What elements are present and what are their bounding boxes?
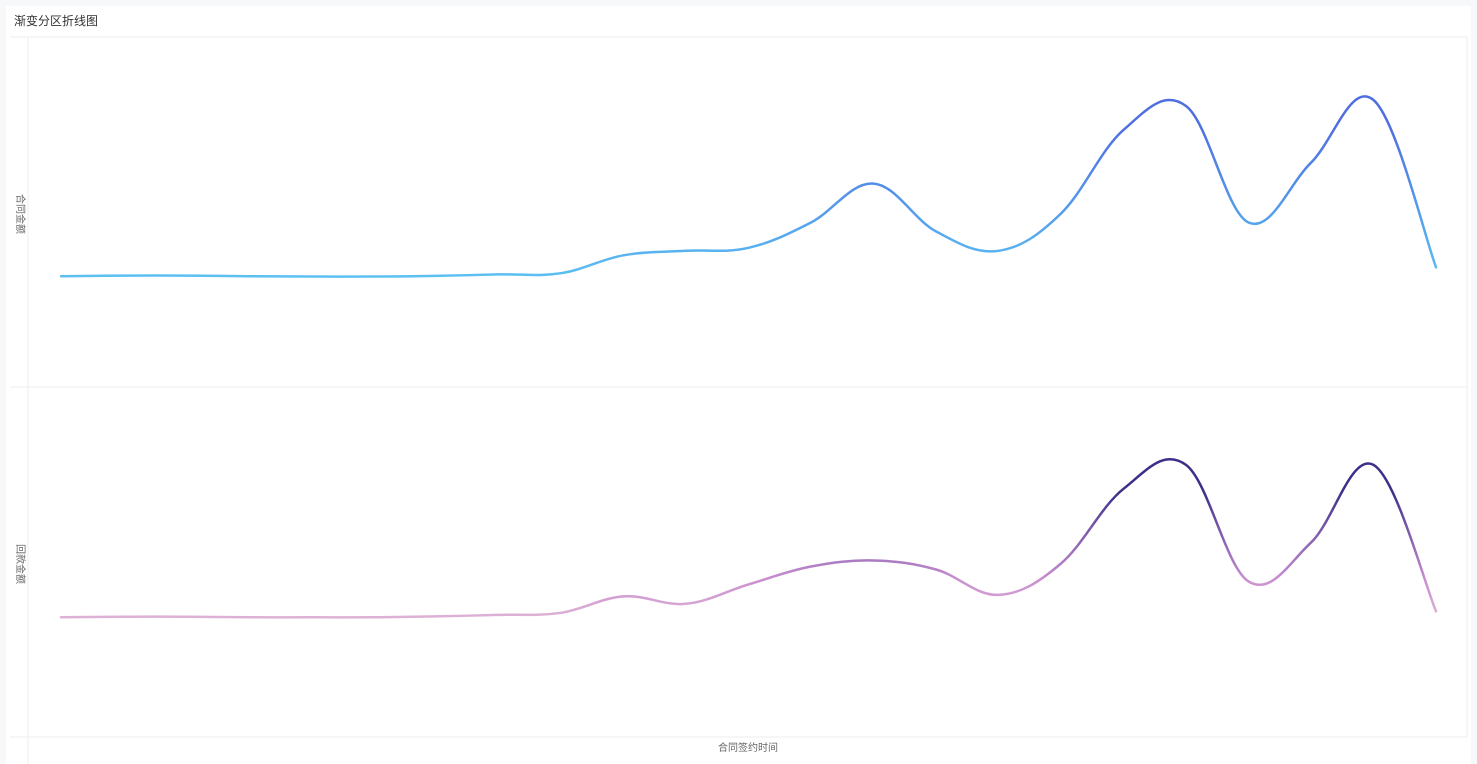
chart-title: 渐变分区折线图 bbox=[14, 14, 99, 28]
chart-canvas: 合同金额 回款金额 合同签约时间 bbox=[10, 36, 1468, 764]
top-y-axis-label: 合同金额 bbox=[14, 194, 27, 234]
top-chart: 合同金额 bbox=[14, 95, 1438, 278]
chart-card: 渐变分区折线图 合同金额 回款金额 合同签约时间 bbox=[6, 6, 1471, 764]
bottom-chart: 回款金额 bbox=[14, 458, 1438, 619]
top-series-line bbox=[59, 95, 1438, 278]
bottom-series-line bbox=[59, 458, 1438, 619]
x-axis-label: 合同签约时间 bbox=[718, 741, 778, 754]
bottom-y-axis-label: 回款金额 bbox=[14, 544, 27, 584]
